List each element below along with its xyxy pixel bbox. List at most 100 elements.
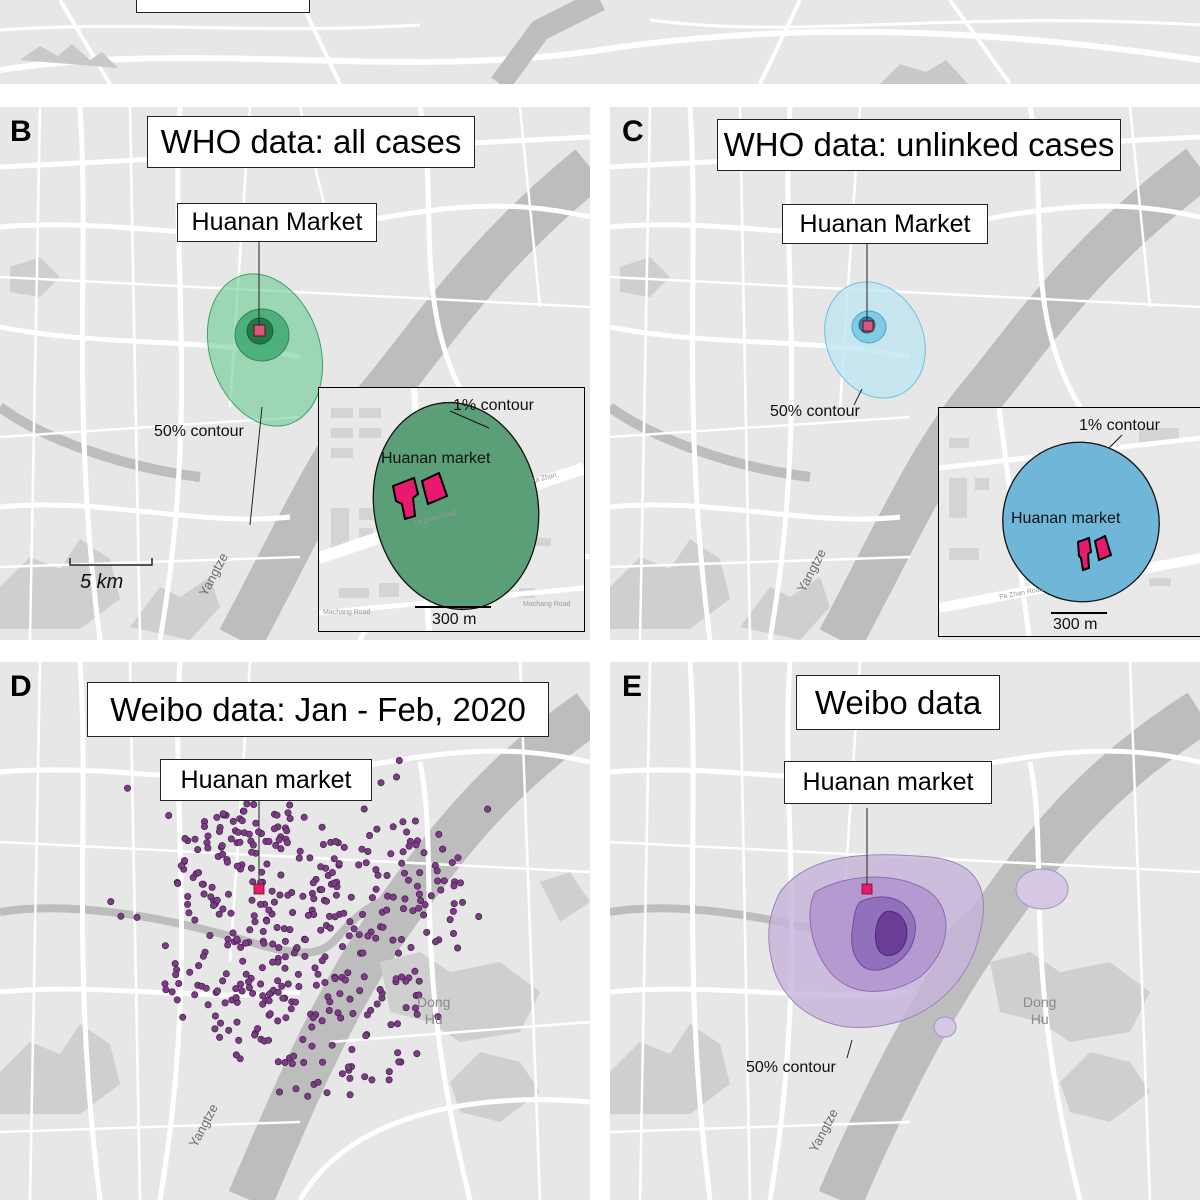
panel-e-market-marker	[861, 883, 873, 895]
case-dot	[346, 1091, 354, 1099]
case-dot	[191, 916, 199, 924]
case-dot	[284, 980, 292, 988]
case-dot	[331, 975, 339, 983]
case-dot	[450, 900, 458, 908]
case-dot	[394, 1049, 402, 1057]
panel-e-contour-label: 50% contour	[746, 1059, 836, 1076]
panel-d-label: D	[10, 670, 32, 703]
case-dot	[264, 1036, 272, 1044]
case-dot	[219, 905, 227, 913]
case-dot	[338, 943, 346, 951]
case-dot	[270, 898, 278, 906]
case-dot	[403, 828, 411, 836]
case-dot	[225, 1026, 233, 1034]
case-dot	[233, 935, 241, 943]
case-dot	[191, 835, 199, 843]
case-dot	[288, 1060, 296, 1068]
case-dot	[172, 971, 180, 979]
case-dot	[249, 989, 257, 997]
case-dot	[446, 916, 454, 924]
case-dot	[321, 978, 329, 986]
case-dot	[246, 926, 254, 934]
case-dot	[449, 929, 457, 937]
case-dot	[360, 805, 368, 813]
case-dot	[346, 995, 354, 1003]
case-dot	[372, 885, 380, 893]
case-dot	[412, 841, 420, 849]
case-dot	[376, 985, 384, 993]
case-dot	[274, 988, 282, 996]
panel-a	[0, 0, 1200, 84]
case-dot	[216, 828, 224, 836]
case-dot	[274, 1058, 282, 1066]
case-dot	[219, 977, 227, 985]
case-dot	[286, 815, 294, 823]
case-dot	[274, 977, 282, 985]
case-dot	[330, 855, 338, 863]
case-dot	[245, 983, 253, 991]
case-dot	[312, 981, 320, 989]
case-dot	[248, 848, 256, 856]
case-dot	[309, 1014, 317, 1022]
panel-c-map	[610, 107, 1200, 640]
case-dot	[168, 988, 176, 996]
case-dot	[242, 939, 250, 947]
case-dot	[328, 1041, 336, 1049]
case-dot	[165, 812, 173, 820]
case-dot	[184, 893, 192, 901]
case-dot	[415, 977, 423, 985]
case-dot	[435, 830, 443, 838]
case-dot	[204, 1001, 212, 1009]
case-dot	[449, 907, 457, 915]
case-dot	[355, 931, 363, 939]
panel-c-inset-contour-label: 1% contour	[1079, 417, 1160, 434]
case-dot	[256, 900, 264, 908]
case-dot	[308, 1042, 316, 1050]
case-dot	[314, 970, 322, 978]
case-dot	[222, 970, 230, 978]
case-dot	[204, 844, 212, 852]
case-dot	[421, 901, 429, 909]
case-dot	[213, 896, 221, 904]
case-dot	[356, 987, 364, 995]
panel-b: B WHO data: all cases Huanan Market 50% …	[0, 107, 590, 640]
case-dot	[233, 1018, 241, 1026]
case-dot	[210, 902, 218, 910]
case-dot	[373, 1000, 381, 1008]
case-dot	[238, 987, 246, 995]
case-dot	[259, 1000, 267, 1008]
case-dot	[398, 973, 406, 981]
case-dot	[284, 891, 292, 899]
case-dot	[295, 854, 303, 862]
case-dot	[216, 1033, 224, 1041]
case-dot	[171, 960, 179, 968]
case-dot	[301, 952, 309, 960]
case-dot	[240, 807, 248, 815]
case-dot	[399, 905, 407, 913]
case-dot	[310, 895, 318, 903]
panel-b-contour-label: 50% contour	[154, 423, 244, 440]
case-dot	[161, 942, 169, 950]
case-dot	[232, 1051, 240, 1059]
case-dot	[358, 845, 366, 853]
case-dot	[372, 934, 380, 942]
panel-e-map	[610, 662, 1200, 1200]
case-dot	[304, 911, 312, 919]
case-dot	[415, 904, 423, 912]
case-dot	[347, 893, 355, 901]
case-dot	[395, 757, 403, 765]
panel-b-inset-market-buildings	[391, 471, 449, 521]
case-dot	[323, 1089, 331, 1097]
case-dot	[423, 928, 431, 936]
case-dot	[217, 1019, 225, 1027]
case-dot	[278, 982, 286, 990]
case-dot	[387, 1021, 395, 1029]
case-dot	[232, 994, 240, 1002]
case-dot	[437, 886, 445, 894]
panel-c-market-marker	[862, 320, 874, 332]
case-dot	[319, 841, 327, 849]
case-dot	[265, 990, 273, 998]
case-dot	[484, 805, 492, 813]
case-dot	[233, 862, 241, 870]
case-dot	[325, 1006, 333, 1014]
